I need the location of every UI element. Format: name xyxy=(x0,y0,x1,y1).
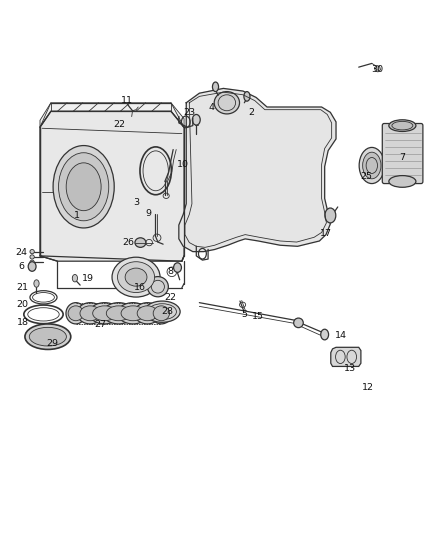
Ellipse shape xyxy=(66,163,101,211)
Text: 22: 22 xyxy=(164,293,176,302)
Text: 25: 25 xyxy=(360,172,373,181)
Ellipse shape xyxy=(103,303,134,324)
Text: 9: 9 xyxy=(145,209,151,218)
Ellipse shape xyxy=(151,303,172,324)
Ellipse shape xyxy=(29,327,67,346)
Ellipse shape xyxy=(148,277,168,297)
Ellipse shape xyxy=(137,306,158,321)
Ellipse shape xyxy=(30,260,34,264)
Ellipse shape xyxy=(125,268,147,286)
Text: 28: 28 xyxy=(162,306,173,316)
Ellipse shape xyxy=(212,82,219,92)
Text: 10: 10 xyxy=(177,160,189,169)
Text: 15: 15 xyxy=(252,312,264,321)
Text: 5: 5 xyxy=(241,310,247,319)
Text: 19: 19 xyxy=(82,273,94,282)
Polygon shape xyxy=(40,111,184,261)
Ellipse shape xyxy=(89,303,120,324)
Text: 20: 20 xyxy=(17,300,28,309)
Ellipse shape xyxy=(80,306,100,321)
Ellipse shape xyxy=(135,238,146,247)
Ellipse shape xyxy=(145,301,180,322)
Polygon shape xyxy=(331,348,361,367)
Text: 22: 22 xyxy=(113,119,125,128)
Ellipse shape xyxy=(321,329,328,340)
Polygon shape xyxy=(40,103,184,127)
Text: 1: 1 xyxy=(74,212,80,221)
Ellipse shape xyxy=(118,303,148,324)
Ellipse shape xyxy=(25,324,71,350)
Ellipse shape xyxy=(325,208,336,223)
Text: 21: 21 xyxy=(17,283,28,292)
Ellipse shape xyxy=(34,280,39,287)
Ellipse shape xyxy=(121,306,145,321)
Polygon shape xyxy=(179,88,336,252)
Ellipse shape xyxy=(389,175,416,187)
Text: 30: 30 xyxy=(371,66,383,74)
Ellipse shape xyxy=(68,306,84,321)
Ellipse shape xyxy=(293,318,303,328)
FancyBboxPatch shape xyxy=(382,124,423,183)
Text: 27: 27 xyxy=(94,320,106,329)
Ellipse shape xyxy=(112,257,160,297)
Text: 3: 3 xyxy=(133,198,139,207)
Text: 18: 18 xyxy=(17,318,28,327)
Text: 12: 12 xyxy=(362,383,374,392)
Ellipse shape xyxy=(363,152,381,179)
Text: 13: 13 xyxy=(344,364,356,373)
Text: 23: 23 xyxy=(183,108,195,117)
Text: 2: 2 xyxy=(248,108,254,117)
Ellipse shape xyxy=(28,262,36,271)
Ellipse shape xyxy=(53,146,114,228)
Ellipse shape xyxy=(106,306,131,321)
Ellipse shape xyxy=(66,303,85,324)
Text: 6: 6 xyxy=(19,262,25,271)
Ellipse shape xyxy=(214,92,240,114)
Ellipse shape xyxy=(153,306,170,321)
Ellipse shape xyxy=(359,148,385,183)
Text: 24: 24 xyxy=(16,248,28,257)
Text: 8: 8 xyxy=(167,268,173,276)
Ellipse shape xyxy=(134,303,160,324)
Text: 7: 7 xyxy=(399,153,406,162)
Text: 29: 29 xyxy=(46,339,58,348)
Ellipse shape xyxy=(30,249,34,254)
Text: 26: 26 xyxy=(122,238,134,247)
Text: 17: 17 xyxy=(320,229,332,238)
Ellipse shape xyxy=(72,274,78,282)
Ellipse shape xyxy=(117,262,155,293)
Ellipse shape xyxy=(93,306,117,321)
Text: 16: 16 xyxy=(134,283,145,292)
Ellipse shape xyxy=(192,115,200,125)
Polygon shape xyxy=(374,66,381,72)
Ellipse shape xyxy=(173,263,181,272)
Ellipse shape xyxy=(30,255,34,259)
Ellipse shape xyxy=(59,153,109,221)
Ellipse shape xyxy=(389,120,416,132)
Ellipse shape xyxy=(244,92,250,101)
Text: 14: 14 xyxy=(335,331,347,340)
Text: 11: 11 xyxy=(120,96,132,105)
Text: 4: 4 xyxy=(208,102,215,111)
Ellipse shape xyxy=(77,303,103,324)
